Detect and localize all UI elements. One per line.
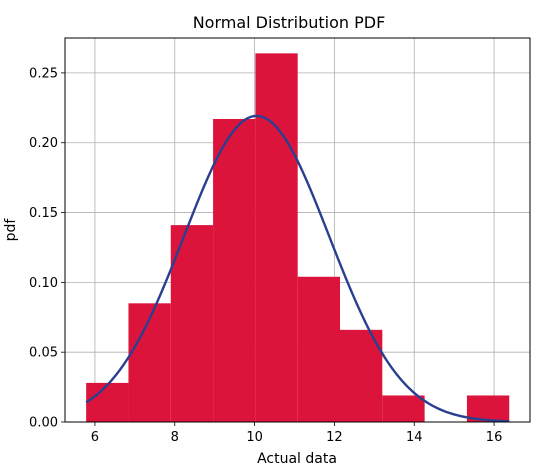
plot-frame <box>64 37 531 423</box>
x-axis-label: Actual data <box>257 451 337 467</box>
histogram-bar <box>340 329 383 422</box>
x-tick-label: 10 <box>246 430 263 445</box>
x-tick-label: 6 <box>91 430 99 445</box>
x-tick-label: 12 <box>326 430 343 445</box>
y-tick-label: 0.10 <box>29 276 58 291</box>
histogram-bar <box>213 118 256 423</box>
x-tick-label: 14 <box>406 430 423 445</box>
histogram-bar <box>86 382 129 422</box>
y-axis-label: pdf <box>3 218 19 242</box>
histogram-bar <box>128 303 171 422</box>
y-tick-label: 0.00 <box>29 416 58 431</box>
y-tick-label: 0.20 <box>29 136 58 151</box>
histogram-bar <box>297 276 341 422</box>
x-axis-ticks: 6 8 10 12 14 16 <box>91 422 503 445</box>
x-tick-label: 16 <box>486 430 503 445</box>
y-tick-label: 0.05 <box>29 346 58 361</box>
y-tick-label: 0.15 <box>29 206 58 221</box>
chart-title: Normal Distribution PDF <box>193 13 386 32</box>
histogram-bar <box>170 225 214 422</box>
y-tick-label: 0.25 <box>29 66 58 81</box>
x-tick-label: 8 <box>171 430 179 445</box>
pdf-curve-group <box>85 114 510 423</box>
histogram-bar <box>382 395 425 422</box>
histogram-bar <box>255 53 298 423</box>
pdf-curve <box>85 114 510 423</box>
y-axis-ticks: 0.00 0.05 0.10 0.15 0.20 0.25 <box>29 66 65 431</box>
histogram-bars <box>86 53 510 423</box>
